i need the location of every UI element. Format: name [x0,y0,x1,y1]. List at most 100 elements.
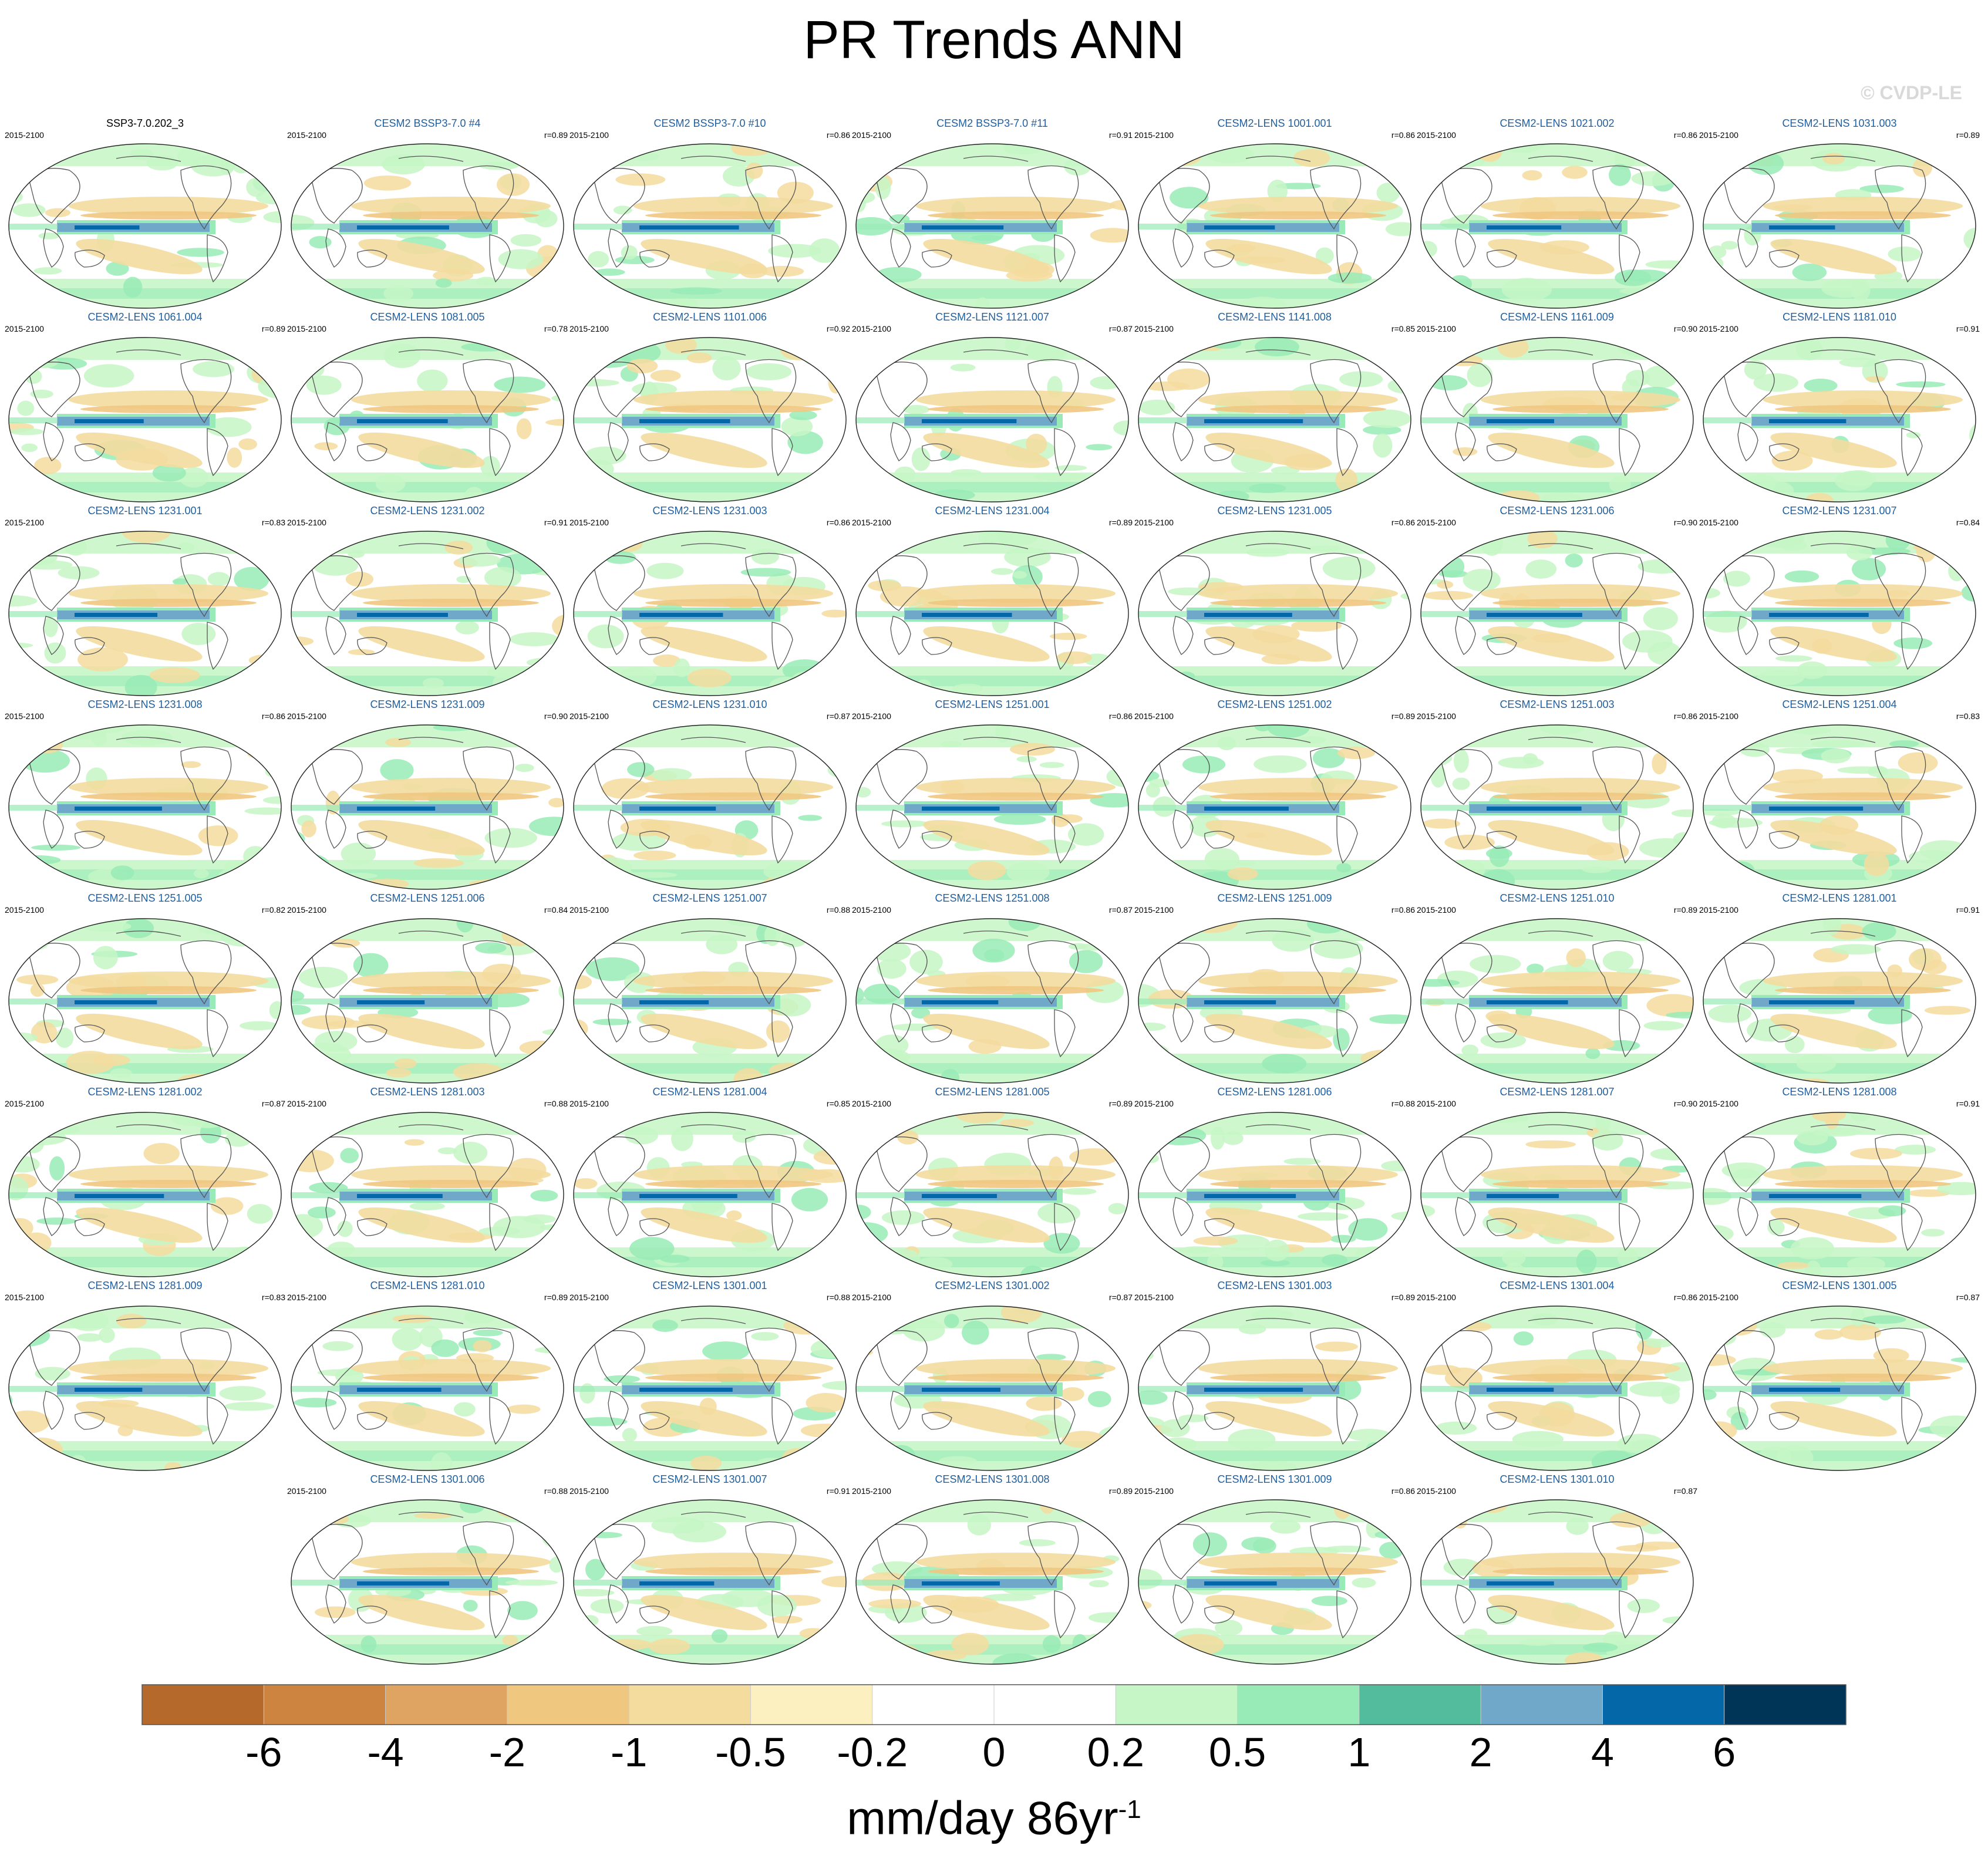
panel-title: CESM2-LENS 1231.009 [370,699,485,710]
coast-australia [1204,1605,1235,1624]
equatorial-wetting-core [75,807,162,811]
coastlines [1722,349,1926,477]
trend-patch [16,974,59,985]
trend-patch [1315,1341,1358,1352]
trend-patch [510,234,541,247]
coast-north-america [745,1134,797,1199]
trend-patch [1347,1429,1391,1442]
trend-patch [301,820,316,838]
trend-patch [732,1130,756,1143]
north-subtropic-drying [1763,390,1963,409]
map-plot [1703,143,1976,309]
indian-ocean-wetting [856,611,905,617]
indian-ocean-wetting [1138,998,1187,1004]
panel-title: CESM2-LENS 1031.003 [1782,117,1897,129]
trend-patch [83,364,134,388]
north-subtropic-drying [634,1359,833,1378]
itcz-flank-drying [928,211,1104,220]
north-subtropic-drying [916,1553,1116,1571]
map-panel: CESM2-LENS 1301.004 2015-2100 r=0.86 [1417,1280,1697,1473]
coast-australia [1769,637,1800,655]
coast-arctic [963,543,1029,549]
trend-patch [1192,1532,1227,1557]
coast-australia [1204,1218,1235,1236]
itcz-flank-drying [363,405,539,413]
trend-patch [984,949,1005,962]
panel-period: 2015-2100 [852,1293,891,1302]
coast-eurasia-africa [1440,555,1492,611]
trend-patch [34,457,62,475]
panel-pattern-correlation: r=0.89 [1956,130,1980,140]
coast-australia [1487,1218,1517,1236]
trend-patch [1249,483,1286,493]
itcz-flank-drying [928,792,1104,801]
coast-south-america [1619,1203,1640,1251]
north-subtropic-drying [1198,390,1398,409]
trend-patch [106,261,129,276]
coast-africa-south [608,1391,629,1430]
trend-patch [1723,571,1751,587]
coast-eurasia-africa [592,1524,645,1580]
map-border [291,143,564,309]
trend-patch [314,442,338,451]
south-pacific-drying [358,1594,485,1631]
trend-patch [1090,228,1128,243]
trend-patch [1582,1642,1618,1652]
coast-arctic [680,1124,746,1131]
north-subtropic-drying [1481,778,1680,797]
trend-patch [1851,1307,1866,1327]
colorbar-tick-label: 4 [1591,1729,1614,1775]
south-pacific-drying [1770,238,1897,275]
coast-north-america [1310,359,1362,424]
indian-ocean-wetting [1703,1192,1752,1198]
equatorial-wetting-core [75,1388,143,1392]
map-panel: CESM2-LENS 1181.010 2015-2100 r=0.91 [1699,311,1980,505]
coast-arctic [1245,1512,1311,1518]
north-subtropic-drying [634,584,833,603]
coast-arctic [1245,737,1311,743]
north-subtropic-drying [1481,197,1680,215]
coast-north-america [1592,359,1644,424]
trend-patch [1336,863,1352,873]
north-subtropic-drying [916,971,1116,990]
coast-north-america [1592,746,1644,811]
coast-north-america [1592,165,1644,230]
trend-patch [545,419,564,426]
trend-patch [58,566,100,580]
trend-patch [45,208,70,218]
coast-arctic [398,543,464,549]
trend-patch [585,1558,606,1581]
coast-north-america [745,1327,797,1392]
itcz-flank-drying [363,986,539,994]
map-plot [1138,1112,1411,1277]
south-pacific-drying [1205,1013,1332,1050]
trend-patch [404,1139,425,1146]
southern-ocean-wetting-strong [1703,1257,1976,1267]
coast-south-america [771,815,793,864]
panel-period: 2015-2100 [1417,905,1456,915]
coast-north-america [1027,1327,1079,1392]
coastlines [1157,1124,1362,1251]
map-plot [1703,1112,1976,1277]
equatorial-wetting-core [639,1581,715,1585]
trend-patch [751,1332,779,1341]
coastlines [1440,543,1644,670]
trend-patch [360,1635,377,1653]
itcz-flank-drying [363,792,539,801]
trend-patch [1207,1253,1224,1270]
trend-patch [1566,1517,1589,1535]
equatorial-wetting-core [922,1194,998,1198]
trend-patch [1241,1537,1275,1551]
coast-eurasia-africa [28,1136,80,1192]
map-panel: CESM2 BSSP3-7.0 #10 2015-2100 r=0.86 [570,117,850,311]
coast-south-america [771,1396,793,1445]
panel-pattern-correlation: r=0.83 [261,518,285,527]
trend-patch [1835,470,1874,491]
coast-australia [357,637,388,655]
trend-patch [227,447,242,468]
panel-period: 2015-2100 [5,324,44,333]
coast-eurasia-africa [1722,749,1775,805]
coast-africa-south [890,1584,911,1624]
map-plot [291,1499,564,1665]
north-subtropic-drying [351,390,551,409]
